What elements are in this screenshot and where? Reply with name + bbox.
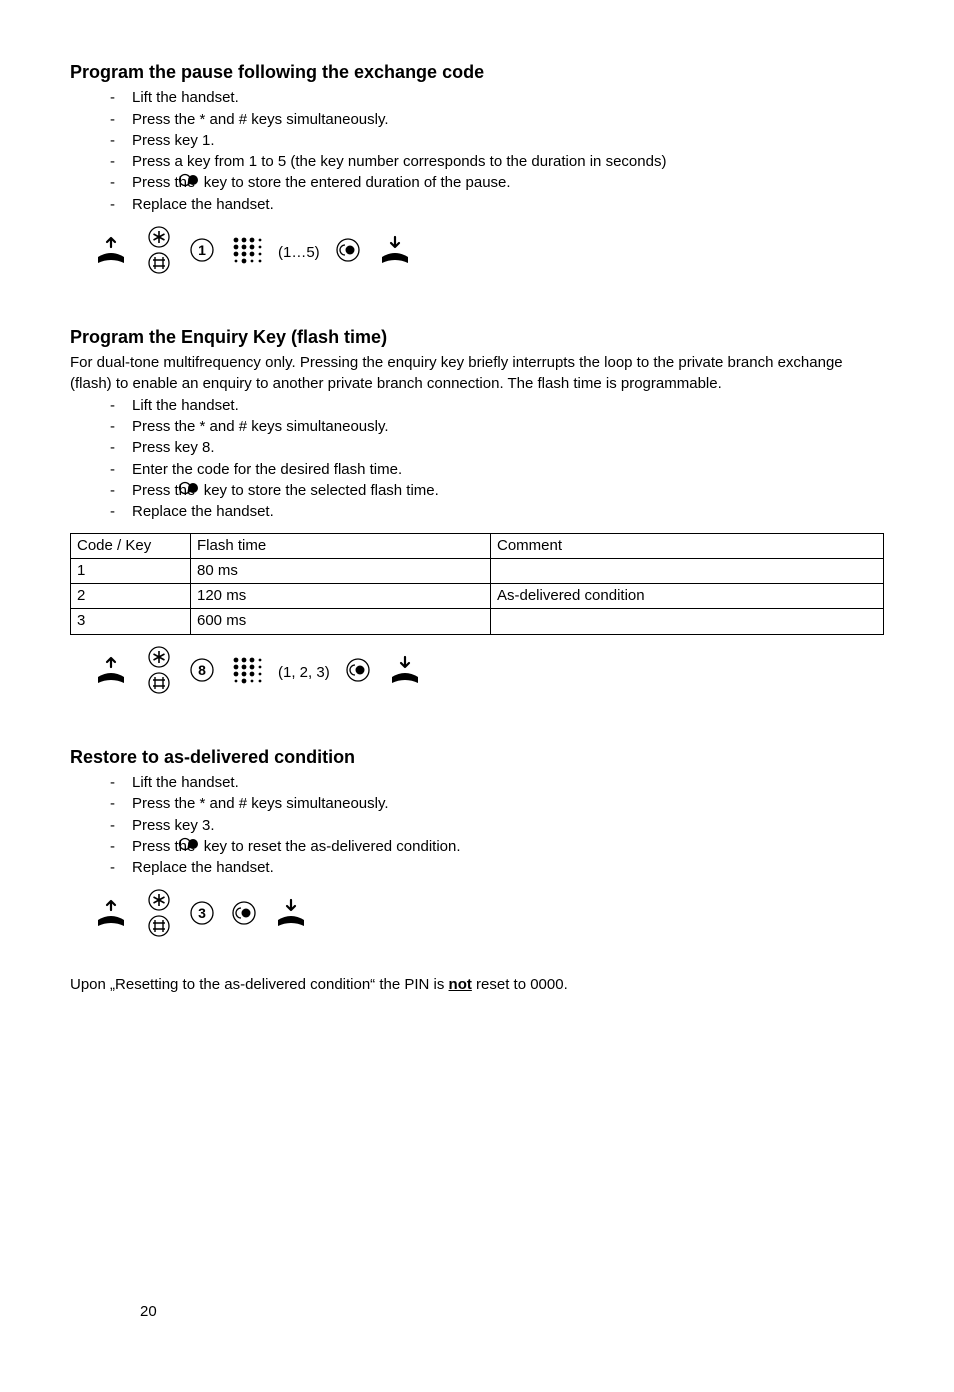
list-item: Lift the handset. <box>110 396 884 416</box>
lift-handset-icon <box>92 896 130 936</box>
section3-icon-row: 3 <box>92 888 884 944</box>
list-item: Press key 3. <box>110 816 884 836</box>
table-cell: 120 ms <box>191 584 491 609</box>
table-cell: As-delivered condition <box>491 584 884 609</box>
lift-handset-icon <box>92 653 130 693</box>
keypad-icon <box>230 235 264 271</box>
replace-handset-icon <box>376 233 414 273</box>
list-item: Press the * and # keys simultaneously. <box>110 110 884 130</box>
table-header: Code / Key <box>71 533 191 558</box>
section1-heading: Program the pause following the exchange… <box>70 60 884 84</box>
table-row: 1 80 ms <box>71 558 884 583</box>
table-header-row: Code / Key Flash time Comment <box>71 533 884 558</box>
list-item: Press key 8. <box>110 438 884 458</box>
range-label: (1…5) <box>278 243 320 263</box>
list-item: Lift the handset. <box>110 773 884 793</box>
key-8-icon: 8 <box>188 656 216 690</box>
list-item: Enter the code for the desired flash tim… <box>110 460 884 480</box>
list-item: Lift the handset. <box>110 88 884 108</box>
store-key-icon <box>334 236 362 270</box>
table-row: 3 600 ms <box>71 609 884 634</box>
svg-text:3: 3 <box>198 905 206 921</box>
page-number: 20 <box>140 1302 157 1322</box>
section3-list: Lift the handset. Press the * and # keys… <box>70 773 884 878</box>
section2-intro: For dual-tone multifrequency only. Press… <box>70 353 884 394</box>
star-hash-icon <box>144 645 174 701</box>
lift-handset-icon <box>92 233 130 273</box>
table-header: Comment <box>491 533 884 558</box>
table-cell: 80 ms <box>191 558 491 583</box>
replace-handset-icon <box>386 653 424 693</box>
table-cell <box>491 558 884 583</box>
key-3-icon: 3 <box>188 899 216 933</box>
table-cell: 2 <box>71 584 191 609</box>
store-key-icon <box>344 656 372 690</box>
list-item: Press the key to store the selected flas… <box>110 481 884 501</box>
table-header: Flash time <box>191 533 491 558</box>
section3-heading: Restore to as-delivered condition <box>70 745 884 769</box>
svg-text:8: 8 <box>198 662 206 678</box>
reset-note: Upon „Resetting to the as-delivered cond… <box>70 975 884 995</box>
list-item: Press key 1. <box>110 131 884 151</box>
table-cell: 600 ms <box>191 609 491 634</box>
star-hash-icon <box>144 225 174 281</box>
list-item: Replace the handset. <box>110 858 884 878</box>
list-item: Press the key to reset the as-delivered … <box>110 837 884 857</box>
table-cell: 3 <box>71 609 191 634</box>
section2-list: Lift the handset. Press the * and # keys… <box>70 396 884 523</box>
list-item: Press the * and # keys simultaneously. <box>110 794 884 814</box>
svg-text:1: 1 <box>198 242 206 258</box>
note-pre: Upon „Resetting to the as-delivered cond… <box>70 976 449 993</box>
note-post: reset to 0000. <box>472 976 568 993</box>
replace-handset-icon <box>272 896 310 936</box>
table-cell: 1 <box>71 558 191 583</box>
table-row: 2 120 ms As-delivered condition <box>71 584 884 609</box>
section1-icon-row: 1 (1…5) <box>92 225 884 281</box>
list-item: Press the * and # keys simultaneously. <box>110 417 884 437</box>
list-item: Replace the handset. <box>110 502 884 522</box>
list-item: Replace the handset. <box>110 195 884 215</box>
range-label: (1, 2, 3) <box>278 663 330 683</box>
star-hash-icon <box>144 888 174 944</box>
keypad-icon <box>230 655 264 691</box>
list-item: Press a key from 1 to 5 (the key number … <box>110 152 884 172</box>
note-bold: not <box>449 976 472 993</box>
table-cell <box>491 609 884 634</box>
section1-list: Lift the handset. Press the * and # keys… <box>70 88 884 215</box>
key-1-icon: 1 <box>188 236 216 270</box>
flash-time-table: Code / Key Flash time Comment 1 80 ms 2 … <box>70 533 884 635</box>
section2-icon-row: 8 (1, 2, 3) <box>92 645 884 701</box>
store-key-icon <box>230 899 258 933</box>
section2-heading: Program the Enquiry Key (flash time) <box>70 325 884 349</box>
list-item: Press the key to store the entered durat… <box>110 173 884 193</box>
